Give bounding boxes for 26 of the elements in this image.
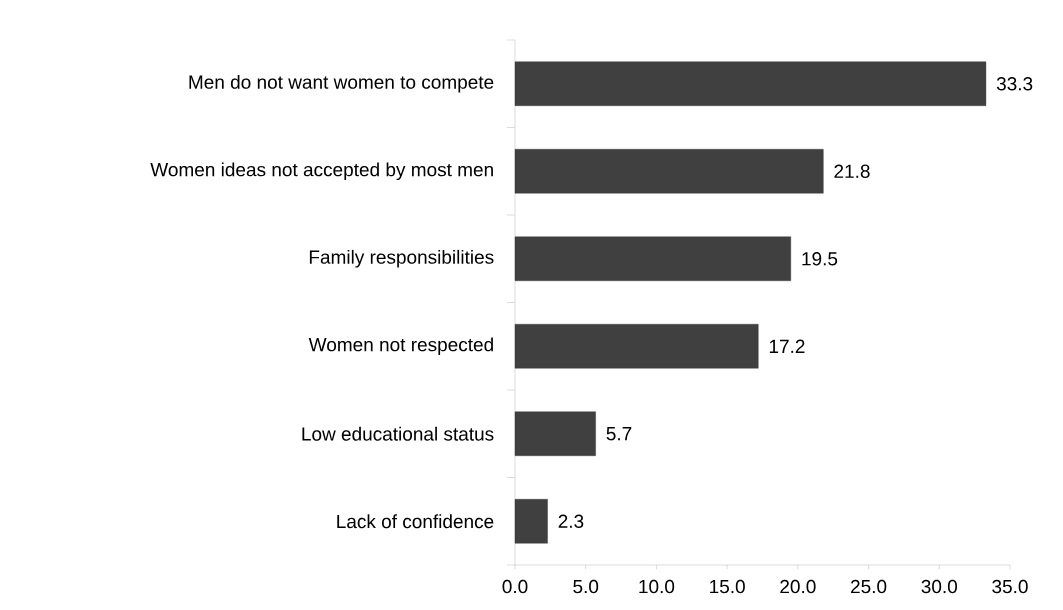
y-tick-label: Women ideas not accepted by most men bbox=[150, 162, 493, 181]
y-tick-label: Low educational status bbox=[302, 426, 494, 441]
x-tick-label: 25.0 bbox=[851, 579, 887, 594]
x-tick-label: 35.0 bbox=[992, 579, 1028, 594]
x-tick-label: 20.0 bbox=[780, 579, 816, 594]
data-label: 17.2 bbox=[769, 339, 805, 353]
data-label: 5.7 bbox=[606, 427, 632, 441]
bar bbox=[514, 149, 824, 194]
y-tick-label: Women not respected bbox=[308, 337, 493, 356]
bar bbox=[514, 324, 759, 369]
x-tick-label: 10.0 bbox=[639, 579, 675, 594]
y-tick-label: Men do not want women to compete bbox=[189, 74, 494, 93]
x-tick-label: 30.0 bbox=[921, 579, 958, 594]
data-label: 2.3 bbox=[558, 514, 584, 528]
data-label: 21.8 bbox=[834, 164, 870, 178]
x-tick-label: 0.0 bbox=[502, 579, 528, 594]
bar bbox=[514, 499, 548, 544]
y-tick-label: Family responsibilities bbox=[309, 249, 494, 268]
x-tick-label: 15.0 bbox=[710, 579, 745, 594]
y-tick-label: Lack of confidence bbox=[337, 514, 494, 529]
x-tick-label: 5.0 bbox=[573, 579, 599, 594]
bar bbox=[514, 236, 791, 281]
bar bbox=[514, 411, 596, 456]
data-label: 19.5 bbox=[802, 252, 838, 266]
data-label: 33.3 bbox=[996, 77, 1033, 91]
bar bbox=[514, 61, 987, 106]
